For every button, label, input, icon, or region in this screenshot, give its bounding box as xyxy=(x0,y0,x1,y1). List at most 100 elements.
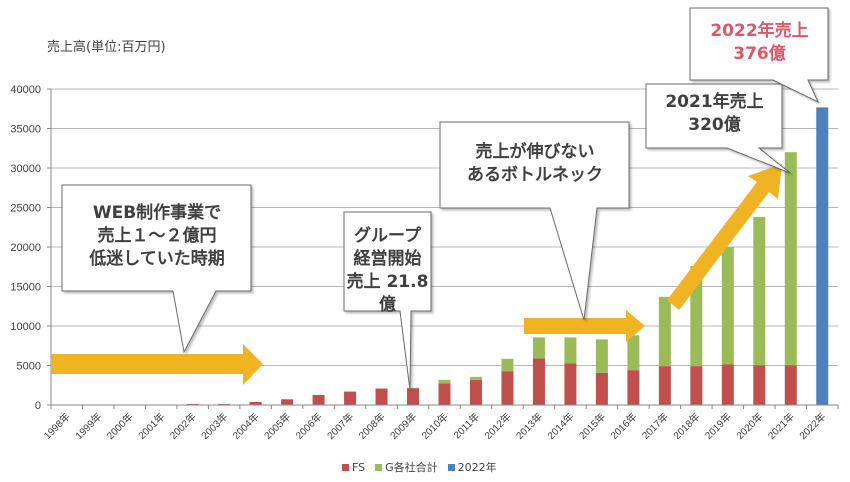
x-tick-label: 2016年 xyxy=(608,410,640,442)
bar-G各社合計 xyxy=(784,152,797,366)
arrow-bottleneck xyxy=(524,310,645,342)
callout-line: 経営開始 xyxy=(353,249,422,269)
arrow-flat-period xyxy=(51,344,263,385)
x-tick-label: 2009年 xyxy=(387,410,419,442)
bar-FS xyxy=(249,401,262,405)
bar-FS xyxy=(627,370,640,405)
x-tick-label: 2007年 xyxy=(324,410,356,442)
callout-line: 376億 xyxy=(733,44,786,64)
x-tick-label: 2010年 xyxy=(419,410,451,442)
bar-FS xyxy=(438,383,451,405)
bar-FS xyxy=(690,366,703,405)
callout-web-text: WEB制作事業で 売上１～２億円 低迷していた時期 xyxy=(62,202,252,271)
callout-line: 売上が伸びない xyxy=(475,142,595,162)
bar-G各社合計 xyxy=(438,379,451,384)
bar-FS xyxy=(753,365,766,405)
callout-group-text: グループ 経営開始 売上 21.8億 xyxy=(344,225,431,317)
y-tick-label: 15000 xyxy=(10,282,41,294)
x-tick-label: 2002年 xyxy=(167,410,199,442)
y-tick-label: 30000 xyxy=(10,163,41,175)
legend-label: 2022年 xyxy=(457,461,497,474)
y-tick-label: 10000 xyxy=(10,321,41,333)
bar-FS xyxy=(784,365,797,405)
callout-line: 低迷していた時期 xyxy=(89,249,225,269)
bar-FS xyxy=(375,388,388,405)
bar-FS xyxy=(469,379,482,405)
legend-swatch xyxy=(342,463,349,471)
x-tick-label: 2017年 xyxy=(639,410,671,442)
bar-FS xyxy=(658,366,671,405)
y-tick-label: 40000 xyxy=(10,84,41,96)
bar-FS xyxy=(501,371,514,405)
x-tick-label: 2019年 xyxy=(702,410,734,442)
legend-item-group: G各社合計 xyxy=(375,459,438,475)
x-tick-label: 2006年 xyxy=(293,410,325,442)
bar-FS xyxy=(721,364,734,405)
callout-line: 320億 xyxy=(688,115,741,135)
x-tick-label: 2000年 xyxy=(104,410,136,442)
bar-FS xyxy=(281,399,294,405)
bar-G各社合計 xyxy=(658,296,671,367)
x-tick-label: 2004年 xyxy=(230,410,262,442)
arrow-growth xyxy=(667,164,782,310)
x-tick-label: 2005年 xyxy=(261,410,293,442)
callout-line: グループ xyxy=(354,226,421,246)
callout-line: あるボトルネック xyxy=(467,165,603,185)
x-tick-label: 2012年 xyxy=(482,410,514,442)
legend-swatch xyxy=(447,463,455,471)
callout-bottleneck-box xyxy=(439,121,630,321)
bar-G各社合計 xyxy=(532,337,545,359)
legend-item-2022: 2022年 xyxy=(447,459,497,475)
bar-G各社合計 xyxy=(753,216,766,366)
bar-FS xyxy=(186,403,199,405)
x-tick-label: 2020年 xyxy=(733,410,765,442)
y-tick-label: 25000 xyxy=(10,203,41,215)
x-tick-label: 1999年 xyxy=(72,410,104,442)
x-tick-label: 2021年 xyxy=(765,410,797,442)
x-tick-label: 1998年 xyxy=(41,410,73,442)
y-tick-label: 20000 xyxy=(10,242,41,254)
callout-line: WEB制作事業で xyxy=(92,203,222,223)
y-tick-label: 0 xyxy=(35,400,41,412)
callout-group-box xyxy=(343,211,432,391)
bar-G各社合計 xyxy=(469,376,482,380)
legend-swatch xyxy=(375,463,383,471)
x-tick-label: 2008年 xyxy=(356,410,388,442)
x-tick-label: 2001年 xyxy=(135,410,167,442)
bar-FS xyxy=(218,403,231,405)
y-tick-label: 5000 xyxy=(17,361,41,373)
x-tick-label: 2003年 xyxy=(198,410,230,442)
bar-G各社合計 xyxy=(501,358,514,372)
callout-2022-text: 2022年売上 376億 xyxy=(690,20,829,66)
callout-bottleneck-text: 売上が伸びない あるボトルネック xyxy=(440,141,630,187)
callout-line: 売上１～２億円 xyxy=(97,226,217,246)
bar-FS xyxy=(595,372,608,405)
x-tick-label: 2022年 xyxy=(796,410,828,442)
x-tick-label: 2011年 xyxy=(451,410,482,441)
y-tick-label: 35000 xyxy=(10,124,41,136)
legend-label: FS xyxy=(352,460,366,474)
bar-G各社合計 xyxy=(721,247,734,365)
x-tick-label: 2015年 xyxy=(576,410,608,442)
callout-2021-text: 2021年売上 320億 xyxy=(646,91,783,137)
bar-2022年 xyxy=(816,107,829,406)
legend: FS G各社合計 2022年 xyxy=(342,459,497,475)
bar-G各社合計 xyxy=(627,335,640,371)
callout-2021-box xyxy=(645,83,791,174)
callout-web-box xyxy=(61,184,252,354)
bar-FS xyxy=(344,391,357,405)
bar-FS xyxy=(312,394,325,405)
legend-label: G各社合計 xyxy=(385,461,438,474)
x-tick-label: 2014年 xyxy=(545,410,577,442)
legend-item-fs: FS xyxy=(342,461,365,474)
callout-line: 2022年売上 xyxy=(710,21,809,41)
callout-line: 2021年売上 xyxy=(665,92,764,112)
bar-G各社合計 xyxy=(564,337,577,364)
callout-2022-box xyxy=(689,7,829,104)
bar-G各社合計 xyxy=(595,339,608,373)
bar-FS xyxy=(407,388,420,405)
bar-FS xyxy=(532,358,545,405)
bar-FS xyxy=(564,363,577,405)
y-axis-title: 売上高(単位:百万円) xyxy=(47,40,166,55)
